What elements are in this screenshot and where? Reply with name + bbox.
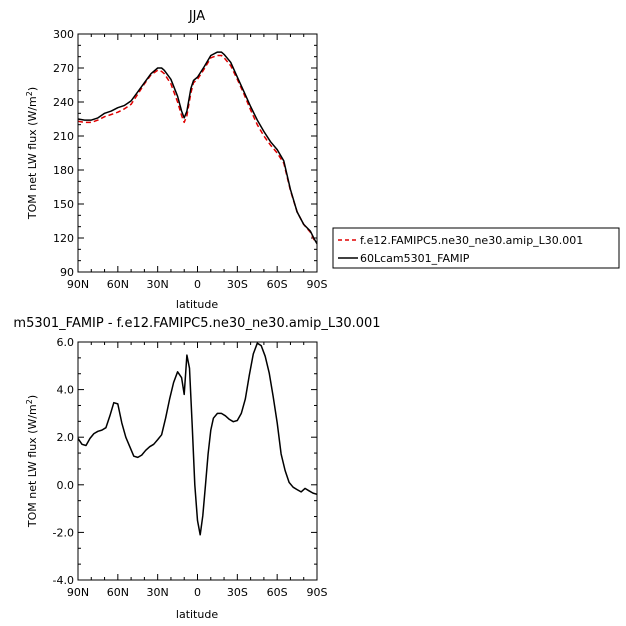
top-x-tick-label: 90N: [67, 278, 89, 291]
bottom-x-tick-label: 30N: [147, 586, 169, 599]
bottom-x-tick-label: 60S: [267, 586, 288, 599]
bottom-plot-frame: [77, 341, 318, 581]
legend-label-series-0: f.e12.FAMIPC5.ne30_ne30.amip_L30.001: [360, 234, 583, 247]
top-series-line-0: [77, 54, 318, 244]
top-x-tick-label: 30N: [147, 278, 169, 291]
top-y-tick-label: 150: [53, 198, 74, 211]
bottom-y-tick-label: 0.0: [57, 479, 75, 492]
bottom-x-axis-label: latitude: [176, 608, 218, 621]
top-y-tick-label: 90: [60, 266, 74, 279]
bottom-y-axis-label: TOM net LW flux (W/m2): [25, 395, 40, 528]
top-x-tick-label: 0: [194, 278, 201, 291]
bottom-x-tick-label: 90S: [307, 586, 328, 599]
top-y-tick-label: 120: [53, 232, 74, 245]
bottom-y-tick-label: -4.0: [53, 574, 74, 587]
bottom-x-tick-label: 30S: [227, 586, 248, 599]
bottom-x-tick-label: 0: [194, 586, 201, 599]
legend-label-series-1: 60Lcam5301_FAMIP: [360, 252, 470, 265]
top-series-line-1: [77, 51, 318, 245]
top-series: [77, 51, 318, 245]
top-y-axis-label: TOM net LW flux (W/m2): [25, 87, 40, 220]
bottom-series: [77, 342, 318, 536]
top-y-tick-label: 210: [53, 130, 74, 143]
top-gridticks: 90N 60N 30N 0 30S 60S 90S 90 120 150 180 210 240 270 3…: [53, 28, 328, 291]
top-y-tick-label: 180: [53, 164, 74, 177]
top-plot-frame: [77, 33, 318, 273]
top-y-tick-label: 300: [53, 28, 74, 41]
bottom-y-tick-label: -2.0: [53, 526, 74, 539]
top-x-tick-label: 30S: [227, 278, 248, 291]
top-y-tick-label: 270: [53, 62, 74, 75]
top-x-tick-label: 60S: [267, 278, 288, 291]
top-x-tick-label: 90S: [307, 278, 328, 291]
legend-box: [332, 227, 620, 269]
bottom-x-tick-label: 90N: [67, 586, 89, 599]
top-panel: JJA 90N 60N 30N 0 30S 60S 90S 90 120 150 180 210 240…: [25, 9, 620, 311]
top-x-axis-label: latitude: [176, 298, 218, 311]
top-y-tick-label: 240: [53, 96, 74, 109]
top-title: JJA: [188, 9, 205, 24]
bottom-series-line-0: [77, 342, 318, 536]
bottom-title: m5301_FAMIP - f.e12.FAMIPC5.ne30_ne30.am…: [13, 316, 380, 331]
bottom-y-tick-label: 4.0: [57, 384, 75, 397]
bottom-y-tick-label: 6.0: [57, 336, 75, 349]
top-legend: f.e12.FAMIPC5.ne30_ne30.amip_L30.001 60L…: [332, 227, 620, 269]
bottom-panel: m5301_FAMIP - f.e12.FAMIPC5.ne30_ne30.am…: [13, 316, 380, 621]
bottom-x-tick-label: 60N: [107, 586, 129, 599]
top-x-tick-label: 60N: [107, 278, 129, 291]
bottom-y-tick-label: 2.0: [57, 431, 75, 444]
